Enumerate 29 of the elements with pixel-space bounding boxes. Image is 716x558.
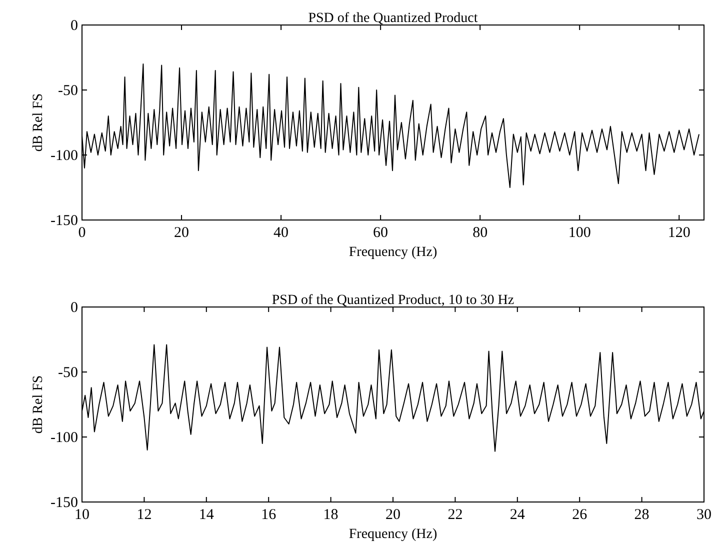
- x-tick-label: 24: [510, 507, 526, 523]
- x-tick-label: 16: [261, 507, 277, 523]
- x-tick-label: 80: [472, 225, 488, 241]
- x-tick-label: 14: [198, 507, 214, 523]
- x-tick-label: 28: [634, 507, 650, 523]
- y-axis-title: dB Rel FS: [31, 375, 46, 434]
- x-tick-label: 20: [174, 225, 190, 241]
- x-axis-title: Frequency (Hz): [348, 527, 438, 542]
- x-tick-label: 120: [668, 225, 690, 241]
- chart-title: PSD of the Quantized Product, 10 to 30 Hz: [272, 293, 514, 308]
- x-tick-label: 20: [386, 507, 400, 523]
- x-tick-label: 12: [136, 507, 152, 523]
- y-tick-label: 0: [70, 18, 78, 34]
- x-tick-label: 22: [448, 507, 463, 523]
- y-tick-label: -50: [58, 83, 78, 99]
- x-tick-label: 18: [323, 507, 338, 523]
- x-tick-label: 60: [373, 225, 388, 241]
- y-tick-label: -100: [50, 430, 78, 446]
- y-tick-label: 0: [70, 300, 78, 316]
- x-tick-label: 40: [274, 225, 289, 241]
- x-tick-label: 100: [568, 225, 591, 241]
- x-tick-label: 26: [572, 507, 588, 523]
- y-tick-label: -150: [50, 213, 78, 229]
- y-tick-label: -50: [58, 365, 78, 381]
- y-tick-label: -100: [50, 148, 78, 164]
- x-axis-title: Frequency (Hz): [348, 245, 438, 260]
- x-tick-label: 30: [696, 507, 712, 523]
- y-axis-title: dB Rel FS: [31, 93, 46, 152]
- chart-title: PSD of the Quantized Product: [308, 11, 478, 26]
